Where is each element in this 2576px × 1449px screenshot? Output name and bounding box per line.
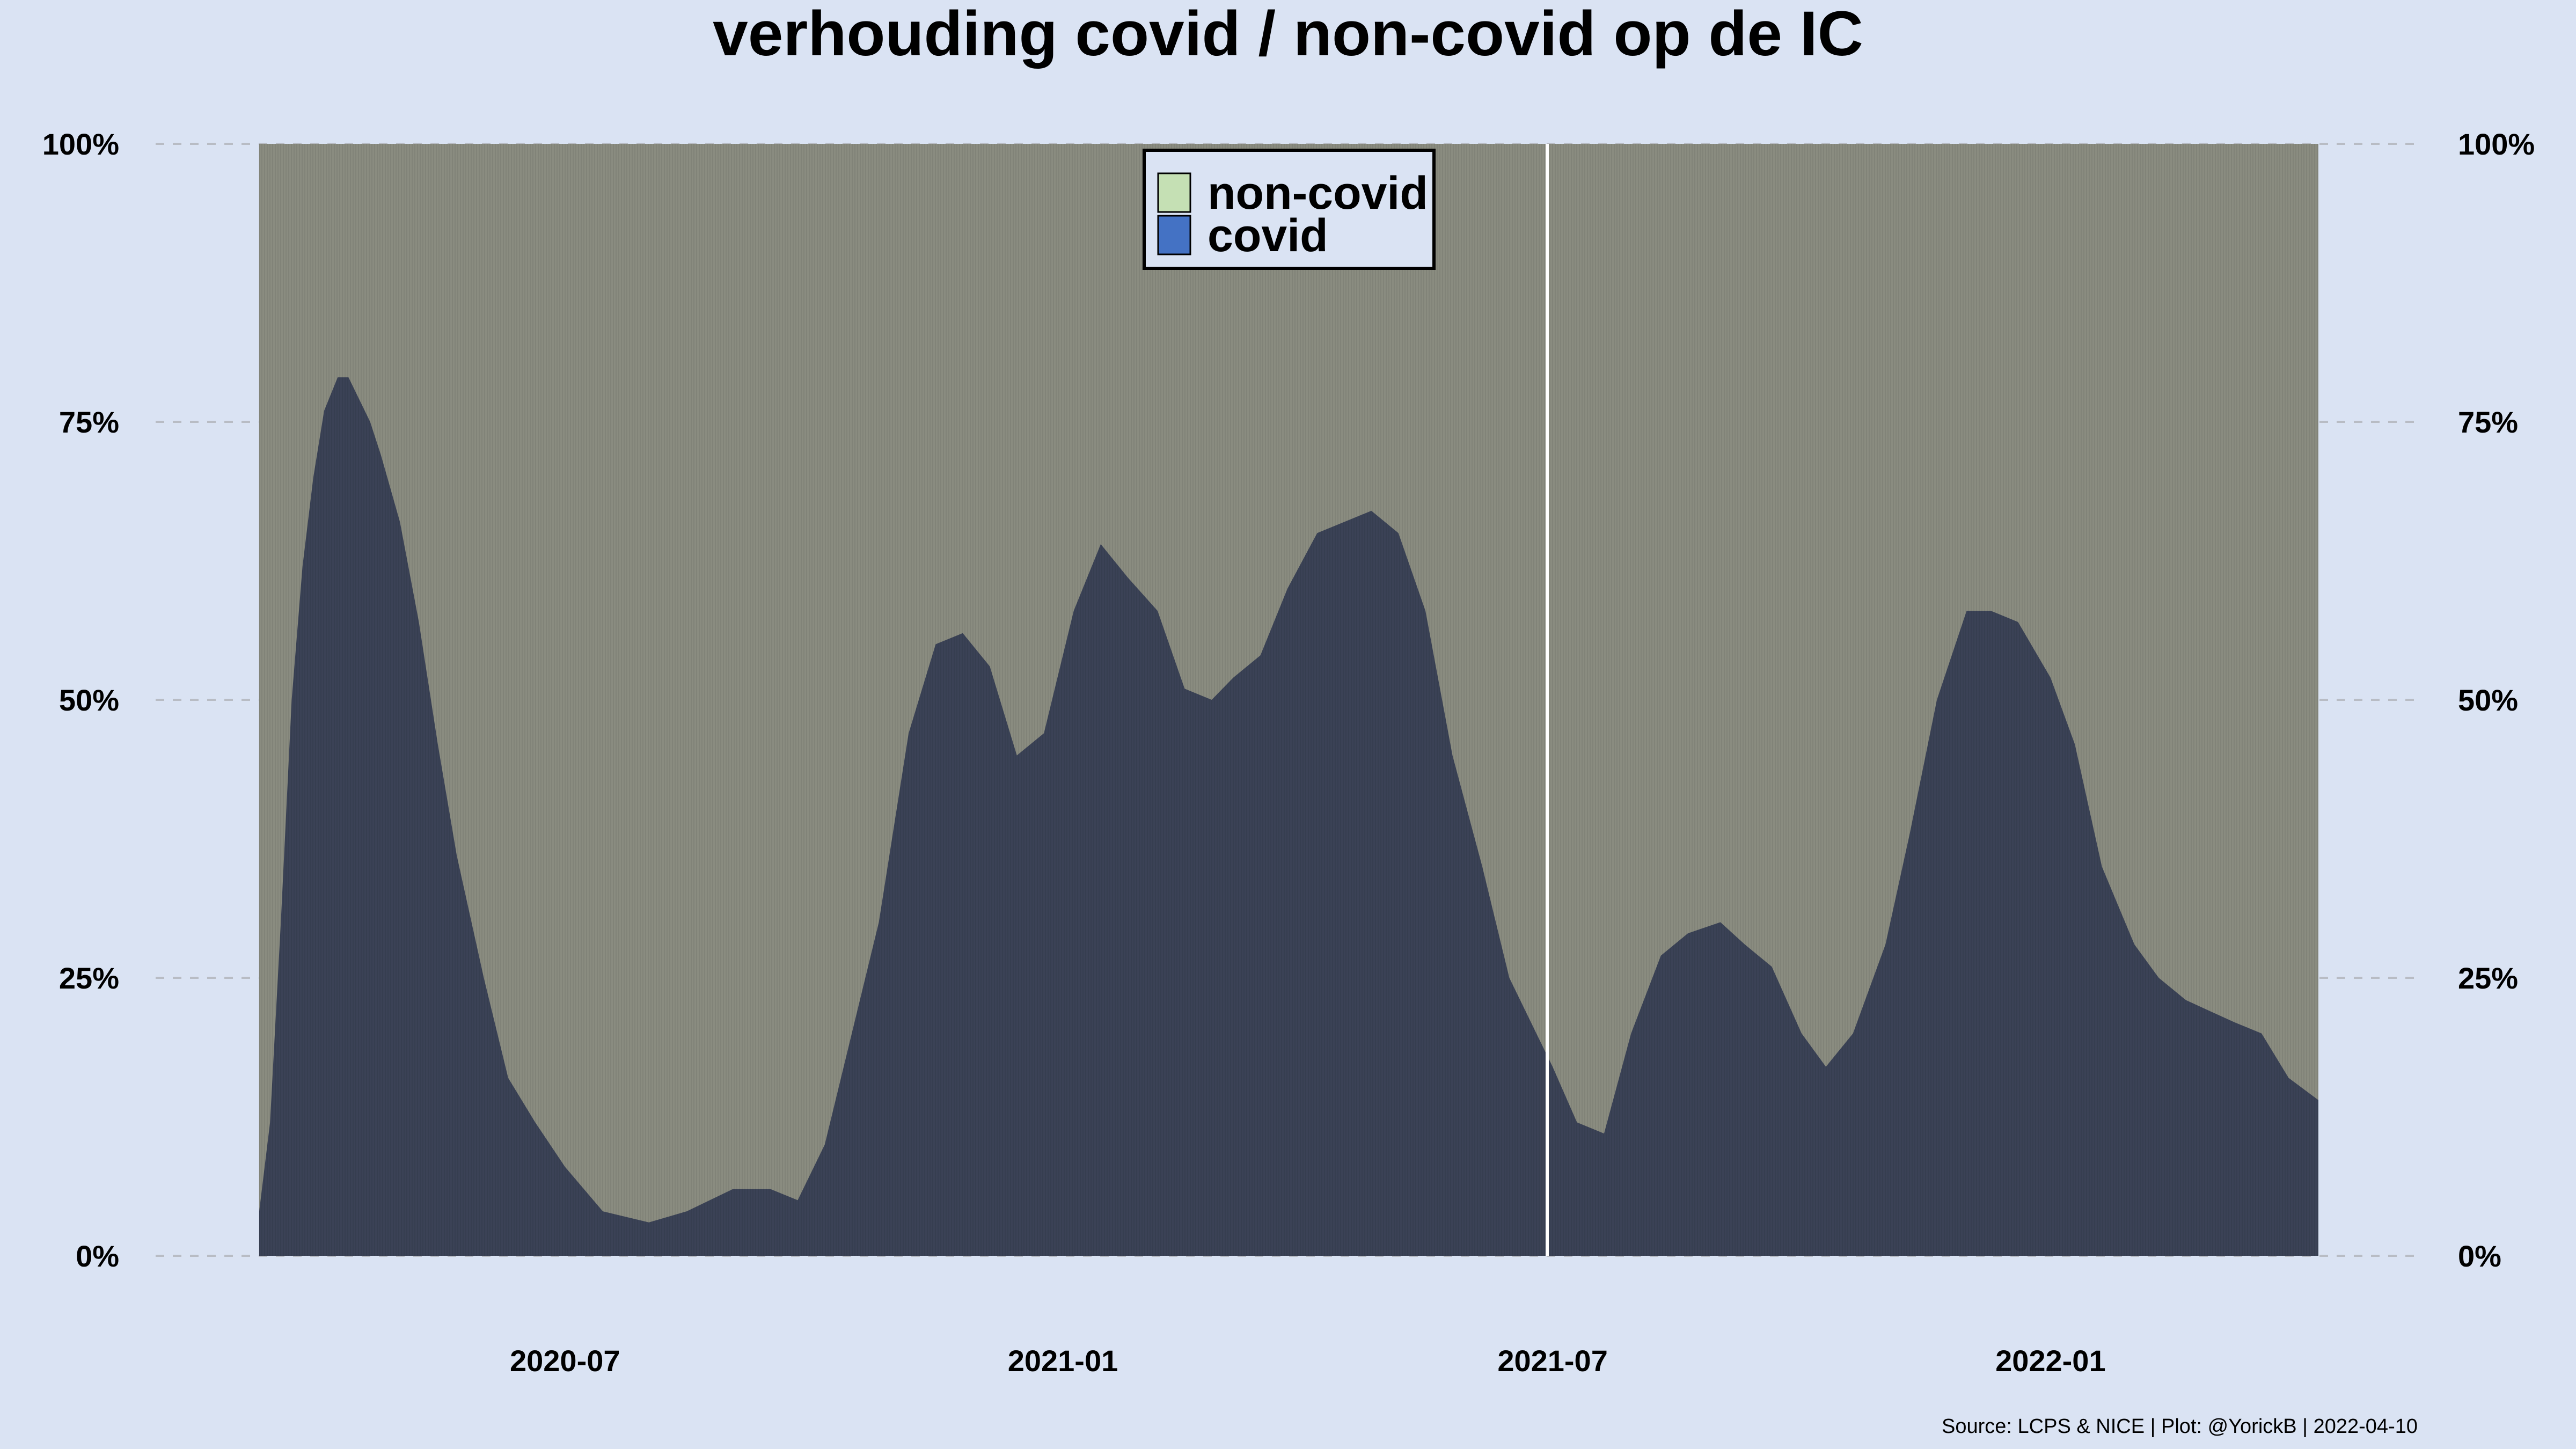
y-axis-right: 0% 25% 50% 75% 100% [2458,127,2535,1273]
y-tick-label-right: 25% [2458,961,2518,995]
legend-swatch-non-covid [1157,172,1191,213]
y-tick-label-right: 75% [2458,405,2518,439]
plot-area [259,144,2318,1256]
x-tick-label: 2022-01 [1995,1344,2106,1378]
legend-box [1143,149,1436,270]
legend-label-covid: covid [1208,210,1328,261]
y-tick-label-right: 0% [2458,1239,2501,1273]
x-tick-label: 2021-01 [1008,1344,1118,1378]
y-tick-label-left: 0% [76,1239,119,1273]
bar-texture [259,144,2318,1256]
series-covid-area [259,377,2318,1256]
legend-swatch-covid [1157,215,1191,255]
y-tick-label-right: 100% [2458,127,2535,161]
x-tick-label: 2020-07 [510,1344,620,1378]
legend: non-covid covid [1143,149,1436,270]
x-axis: 2020-07 2021-01 2021-07 2022-01 [510,1344,2106,1378]
y-axis-left: 0% 25% 50% 75% 100% [42,127,119,1273]
y-tick-label-left: 25% [59,961,119,995]
y-tick-label-right: 50% [2458,683,2518,717]
y-tick-label-left: 75% [59,405,119,439]
source-caption: Source: LCPS & NICE | Plot: @YorickB | 2… [1942,1415,2418,1438]
y-tick-label-left: 50% [59,683,119,717]
y-tick-label-left: 100% [42,127,119,161]
chart-title: verhouding covid / non-covid op de IC [713,0,1863,69]
legend-label-non-covid: non-covid [1208,167,1428,219]
x-tick-label: 2021-07 [1497,1344,1608,1378]
